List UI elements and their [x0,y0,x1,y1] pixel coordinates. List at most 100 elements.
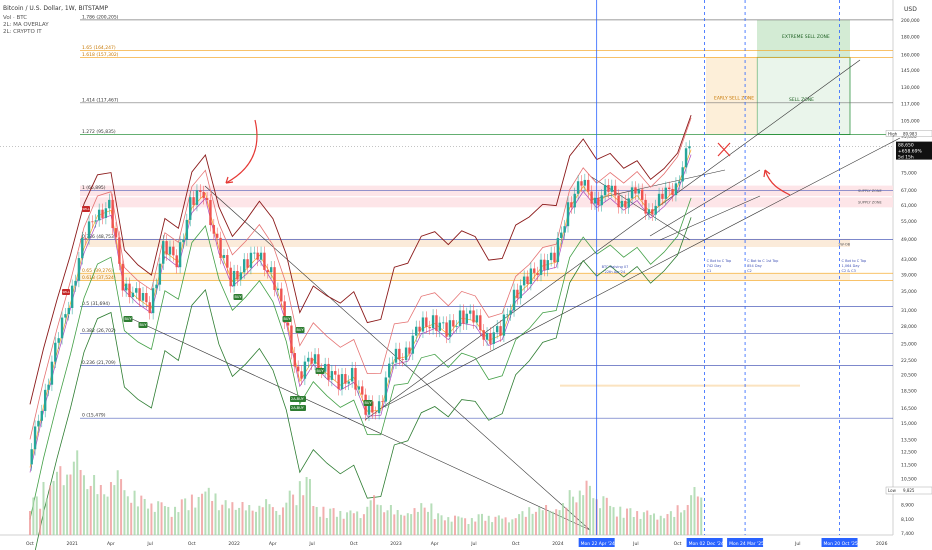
candle-body [539,259,543,275]
low-value: 9,825 [903,488,915,493]
time-tick-7: Jul [308,541,314,547]
volume-bar [241,502,244,535]
volume-bar [565,507,568,535]
volume-bar [534,511,537,535]
volume-bar [133,490,136,535]
low-box [885,486,932,495]
volume-bar [440,515,443,535]
volume-bar [103,494,106,535]
volume-bar [460,517,463,535]
candle-body [148,302,151,314]
candle-body [455,326,458,327]
candle-body [344,374,347,384]
volume-bar [163,506,166,535]
volume-bar [265,499,268,535]
candle-body [185,219,189,240]
time-highlight-2 [727,538,764,547]
volume-bar [531,513,534,535]
volume-bar [430,503,433,535]
candle-body [192,197,195,205]
volume-bar [659,515,662,535]
fib-label-9: 0.5 (31,694) [82,301,110,307]
candle-body [114,228,118,238]
volume-bar [376,504,379,535]
candle-body [283,301,286,323]
volume-bar [612,507,615,535]
price-tick-18: 28,000 [901,324,917,330]
candle-body [131,292,135,298]
candle-body [458,310,462,327]
price-tick-16: 35,000 [901,289,917,295]
volume-bar [656,519,659,535]
candle-body [135,288,138,293]
volume-bar [413,508,416,535]
candle-body [189,197,192,220]
volume-bar [49,485,52,535]
volume-bar [477,514,480,535]
volume-bar [615,516,618,535]
candle-body [502,314,506,336]
candle-body [398,348,401,360]
candle-body [81,238,84,259]
fib-label-2: 1.618 (157,302) [82,52,119,58]
volume-bar [528,507,531,535]
volume-bar [59,466,62,535]
last-price-box [896,141,932,160]
candle-body [384,377,388,402]
candle-body [172,246,175,256]
candle-body [361,386,364,395]
volume-bar [126,496,129,535]
candle-body [209,200,212,226]
fib-label-4: 1.272 (95,835) [82,129,116,135]
volume-bar [352,513,355,535]
candle-body [522,276,526,286]
candle-body [597,197,600,206]
volume-bar [663,518,666,535]
volume-bar [538,507,541,535]
buy-tag-0 [123,316,133,322]
volume-bar [231,502,234,535]
candle-body [512,289,516,311]
volume-bar [62,485,65,535]
price-tick-4: 130,000 [901,85,920,91]
supply-zone-1 [80,185,893,197]
volume-bar [464,518,467,535]
candle-body [566,202,570,227]
last-time: 5d 15h [898,155,914,161]
buy-tag-5 [315,368,325,374]
volume-bar [268,504,271,535]
buy-tag-label-7: 2A-BUY [291,406,305,410]
ma-purple [29,154,692,473]
price-tick-9: 75,000 [901,171,917,177]
candle-body [357,386,361,390]
volume-bar [322,506,325,535]
trendline-6 [659,195,761,241]
volume-bar [332,508,335,535]
candle-body [563,226,566,233]
candle-body [60,317,64,339]
time-highlight-label-1: Mon 02 Dec '24 [689,541,724,547]
time-tick-8: Oct [350,541,358,547]
fib-label-6: 0.786 (48,753) [82,234,116,240]
price-axis[interactable]: 200,000 180,000 160,000 145,000 130,000 117,0… [885,18,932,537]
volume-bar [433,519,436,535]
arrow-bounce [764,169,791,196]
candle-body [256,252,259,260]
candle-body [404,347,408,361]
volume-bar [349,510,352,535]
volume-bar [190,494,193,535]
demand-zone [80,238,850,248]
time-axis[interactable]: Oct 2021 Apr Jul Oct 2022 Apr Jul Oct 2023 Apr Jul O… [26,538,888,547]
candle-body [30,449,33,465]
candle-body [54,342,57,362]
candle-body [101,209,104,218]
candle-body [138,288,141,301]
volume-bar [150,503,153,535]
candle-body [381,401,384,403]
candle-body [684,148,688,168]
volume-bar [170,516,173,535]
candle-body [165,241,168,255]
price-tick-22: 18,500 [901,388,917,394]
volume-bar [632,517,635,535]
volume-bar [319,516,322,535]
